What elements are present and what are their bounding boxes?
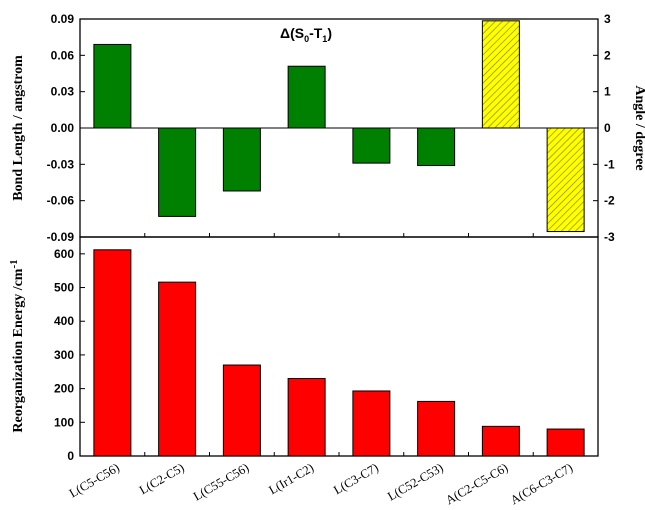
bottom-y-tick-label: 0: [67, 449, 74, 463]
top-y-tick-label: 0.00: [51, 121, 75, 135]
x-category-label: L(C5-C56): [67, 460, 122, 500]
bottom-bar-a-c2-c5-c6: [481, 425, 520, 457]
bottom-y-tick-label: 400: [54, 314, 74, 328]
bottom-bar-l-c2-c5: [158, 281, 197, 457]
bottom-bar-l-c3-c7: [352, 390, 391, 457]
top-right-y-tick-label: 0: [604, 121, 611, 135]
top-bar-l-c55-c56: [222, 127, 261, 192]
top-right-y-axis-label: Angle / degree: [632, 85, 645, 170]
top-y-tick-label: 0.06: [51, 48, 75, 62]
x-category-label: A(C6-C3-C7): [508, 460, 575, 507]
x-category-label: L(C2-C5): [137, 460, 187, 497]
top-y-tick-label: 0.03: [51, 85, 75, 99]
top-y-tick-label: 0.09: [51, 12, 75, 26]
top-chart-title: Δ(S0-T1): [280, 25, 332, 44]
top-bar-l-c3-c7: [352, 127, 391, 164]
top-y-axis-label: Bond Length / angstrom: [11, 55, 26, 201]
top-right-y-tick-label: -3: [604, 230, 615, 244]
top-bar-a-c6-c3-c7: [546, 127, 585, 233]
x-category-label: L(Ir1-C2): [266, 460, 316, 497]
top-right-y-tick-label: -1: [604, 157, 615, 171]
bottom-y-tick-label: 600: [54, 247, 74, 261]
bottom-y-tick-label: 300: [54, 348, 74, 362]
top-bar-l-c5-c56: [93, 43, 132, 129]
x-category-label: A(C2-C5-C6): [443, 460, 510, 507]
top-y-tick-label: -0.03: [47, 157, 75, 171]
top-right-y-tick-label: 2: [604, 48, 611, 62]
top-bar-a-c2-c5-c6: [481, 20, 520, 129]
bottom-y-tick-label: 100: [54, 415, 74, 429]
bottom-bar-a-c6-c3-c7: [546, 428, 585, 457]
x-category-label: L(C55-C56): [191, 460, 252, 503]
top-bar-l-c2-c5: [158, 127, 197, 217]
top-right-y-tick-label: -2: [604, 194, 615, 208]
bottom-bar-l-c55-c56: [222, 364, 261, 457]
x-category-label: L(C3-C7): [331, 460, 381, 497]
top-y-tick-label: -0.09: [47, 230, 75, 244]
bottom-y-tick-label: 200: [54, 382, 74, 396]
bottom-bar-l-ir1-c2: [287, 378, 326, 457]
bottom-y-axis-label: Reorganization Energy /cm-1: [8, 259, 26, 432]
top-right-y-tick-label: 1: [604, 85, 611, 99]
bottom-bar-l-c52-c53: [417, 400, 456, 457]
bottom-bar-l-c5-c56: [93, 249, 132, 457]
top-right-y-tick-label: 3: [604, 12, 611, 26]
x-category-label: L(C52-C53): [385, 460, 446, 503]
bottom-plot-frame: [79, 236, 599, 457]
top-bar-l-ir1-c2: [287, 65, 326, 129]
top-y-tick-label: -0.06: [47, 194, 75, 208]
bottom-y-tick-label: 500: [54, 281, 74, 295]
top-bar-l-c52-c53: [417, 127, 456, 167]
